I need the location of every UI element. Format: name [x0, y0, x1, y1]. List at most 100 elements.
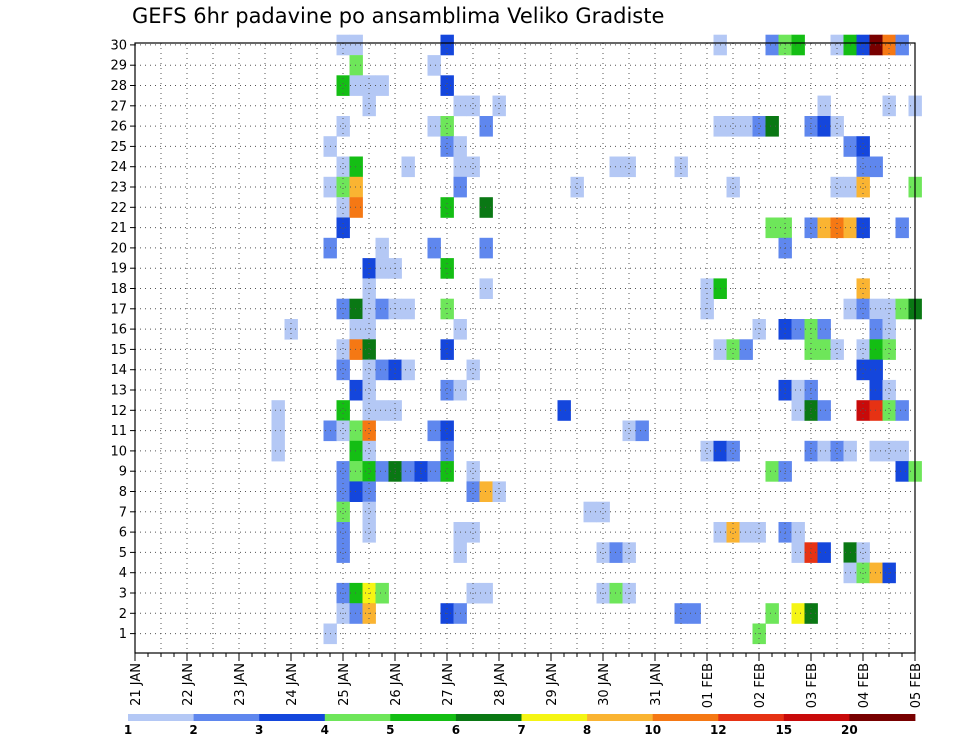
precip-cell [440, 440, 454, 462]
precip-cell [765, 603, 779, 624]
precip-cell [609, 156, 623, 178]
y-tick-label: 18 [110, 282, 127, 297]
precip-cell [479, 197, 493, 218]
precip-cell [336, 197, 350, 218]
precip-cell [362, 501, 376, 523]
precip-cell [349, 420, 363, 442]
y-tick-label: 17 [110, 302, 127, 317]
precip-cell [791, 400, 805, 421]
precip-cell [349, 461, 363, 482]
precip-cell [362, 339, 376, 360]
precip-cell [882, 319, 896, 340]
precip-cell [791, 603, 805, 624]
precip-cell [856, 34, 870, 56]
precip-cell [362, 481, 376, 502]
precip-cell [440, 34, 454, 56]
precip-cell [817, 400, 831, 421]
precip-cell [856, 176, 870, 198]
precip-cell [596, 501, 610, 523]
precip-cell [479, 582, 493, 604]
colorbar-label: 15 [775, 723, 792, 737]
precip-cell [362, 440, 376, 462]
precip-cell [817, 116, 831, 137]
y-tick-label: 29 [110, 59, 127, 74]
precip-cell [349, 319, 363, 340]
precip-cell [869, 359, 883, 381]
precip-cell [817, 339, 831, 360]
precip-cell [349, 339, 363, 360]
colorbar-swatch [259, 714, 326, 721]
y-tick-label: 9 [119, 465, 127, 480]
precip-cell [791, 522, 805, 543]
y-tick-label: 19 [110, 262, 127, 277]
precip-cell [895, 34, 909, 56]
precip-cell [349, 440, 363, 462]
y-tick-label: 20 [110, 241, 127, 256]
precip-cell [804, 116, 818, 137]
precip-cell [336, 217, 350, 239]
precip-cell [375, 75, 389, 96]
precip-cell [765, 34, 779, 56]
precip-cell [362, 379, 376, 401]
y-tick-label: 25 [110, 140, 127, 155]
precip-cell [271, 420, 285, 442]
precip-cell [427, 116, 441, 137]
precip-cell [804, 319, 818, 340]
precip-cell [375, 582, 389, 604]
precip-cell [440, 75, 454, 96]
precip-cell [336, 75, 350, 96]
x-tick-label: 22 JAN [181, 663, 196, 706]
precip-cell [375, 298, 389, 320]
precip-cell [869, 400, 883, 421]
y-tick-label: 11 [110, 424, 127, 439]
precip-cell [271, 440, 285, 462]
colorbar-label: 2 [189, 723, 197, 737]
precip-cell [869, 156, 883, 178]
precip-cell [726, 176, 740, 198]
precip-cell [479, 278, 493, 299]
precip-cell [440, 197, 454, 218]
colorbar-label: 7 [517, 723, 525, 737]
precip-cell [791, 542, 805, 563]
precip-cell [362, 75, 376, 96]
precip-cell [869, 339, 883, 360]
precip-cell [427, 237, 441, 259]
precip-cell [882, 34, 896, 56]
x-tick-label: 21 JAN [129, 663, 144, 706]
precip-cell [440, 116, 454, 137]
precip-cell [856, 156, 870, 178]
precip-cell [622, 156, 636, 178]
precip-cell [752, 116, 766, 137]
y-tick-label: 7 [119, 505, 127, 520]
y-tick-label: 23 [110, 181, 127, 196]
colorbar-swatch [324, 714, 391, 721]
colorbar-swatch [783, 714, 850, 721]
precip-cell [401, 298, 415, 320]
precip-cell [427, 55, 441, 76]
precip-cell [492, 481, 506, 502]
precip-cell [375, 258, 389, 279]
y-tick-label: 22 [110, 201, 127, 216]
y-tick-label: 16 [110, 323, 127, 338]
precip-cell [336, 176, 350, 198]
precip-cell [362, 420, 376, 442]
y-tick-label: 2 [119, 607, 127, 622]
precip-cell [817, 95, 831, 117]
precip-cell [752, 522, 766, 543]
precip-cell [882, 400, 896, 421]
y-tick-label: 14 [110, 363, 127, 378]
precip-cell [440, 461, 454, 482]
precip-cell [869, 562, 883, 584]
precip-cell [726, 116, 740, 137]
precip-cell [882, 95, 896, 117]
precip-cell [726, 522, 740, 543]
y-tick-label: 21 [110, 221, 127, 236]
precip-cell [336, 116, 350, 137]
precip-cell [635, 420, 649, 442]
colorbar-swatch [849, 714, 916, 721]
colorbar-swatch [193, 714, 260, 721]
precip-cell [791, 34, 805, 56]
precip-cell [856, 400, 870, 421]
x-tick-label: 24 JAN [285, 663, 300, 706]
